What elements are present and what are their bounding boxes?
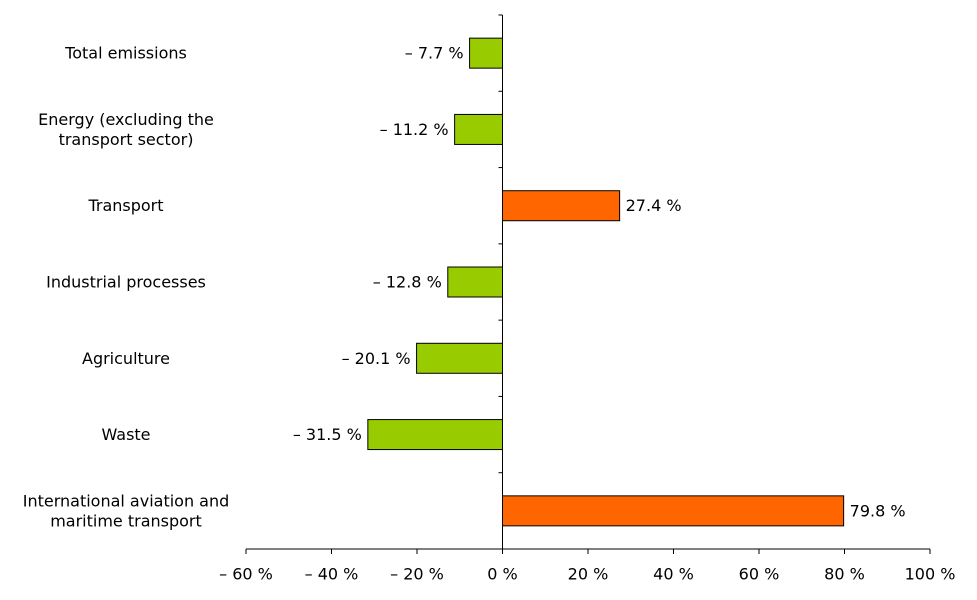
axes-layer xyxy=(245,14,931,554)
bar-1 xyxy=(469,37,503,69)
data-label-6: – 31.5 % xyxy=(293,425,362,444)
bar-2 xyxy=(454,113,503,145)
category-label-1: Total emissions xyxy=(64,44,187,63)
data-label-4: – 12.8 % xyxy=(373,273,442,292)
data-label-5: – 20.1 % xyxy=(342,349,411,368)
bar-4 xyxy=(447,266,503,298)
x-tick-label-7: 60 % xyxy=(739,565,780,584)
category-label-2-line-1: Energy (excluding the xyxy=(38,110,214,129)
x-tick-label-6: 40 % xyxy=(653,565,694,584)
data-label-1: – 7.7 % xyxy=(405,44,464,63)
data-label-2: – 11.2 % xyxy=(380,120,449,139)
x-tick-label-4: 0 % xyxy=(487,565,517,584)
x-tick-label-2: – 40 % xyxy=(305,565,359,584)
x-tick-label-3: – 20 % xyxy=(390,565,444,584)
x-tick-label-5: 20 % xyxy=(568,565,609,584)
x-tick-label-8: 80 % xyxy=(824,565,865,584)
category-label-5: Agriculture xyxy=(82,349,170,368)
labels-layer: – 7.7 % Total emissions – 11.2 % Energy (ex… xyxy=(23,44,956,584)
bars-layer xyxy=(367,37,845,527)
category-label-2-line-2: transport sector) xyxy=(59,130,194,149)
category-label-7-line-2: maritime transport xyxy=(50,511,202,530)
category-label-3: Transport xyxy=(87,196,163,215)
category-label-6: Waste xyxy=(101,425,150,444)
category-label-4: Industrial processes xyxy=(46,273,206,292)
x-tick-label-9: 100 % xyxy=(905,565,956,584)
bar-3 xyxy=(502,190,621,222)
data-label-3: 27.4 % xyxy=(626,196,682,215)
bar-6 xyxy=(367,419,503,451)
bar-5 xyxy=(416,342,504,374)
x-tick-label-1: – 60 % xyxy=(219,565,273,584)
data-label-7: 79.8 % xyxy=(850,501,906,520)
category-label-7-line-1: International aviation and xyxy=(23,491,230,510)
bar-7 xyxy=(502,495,845,527)
